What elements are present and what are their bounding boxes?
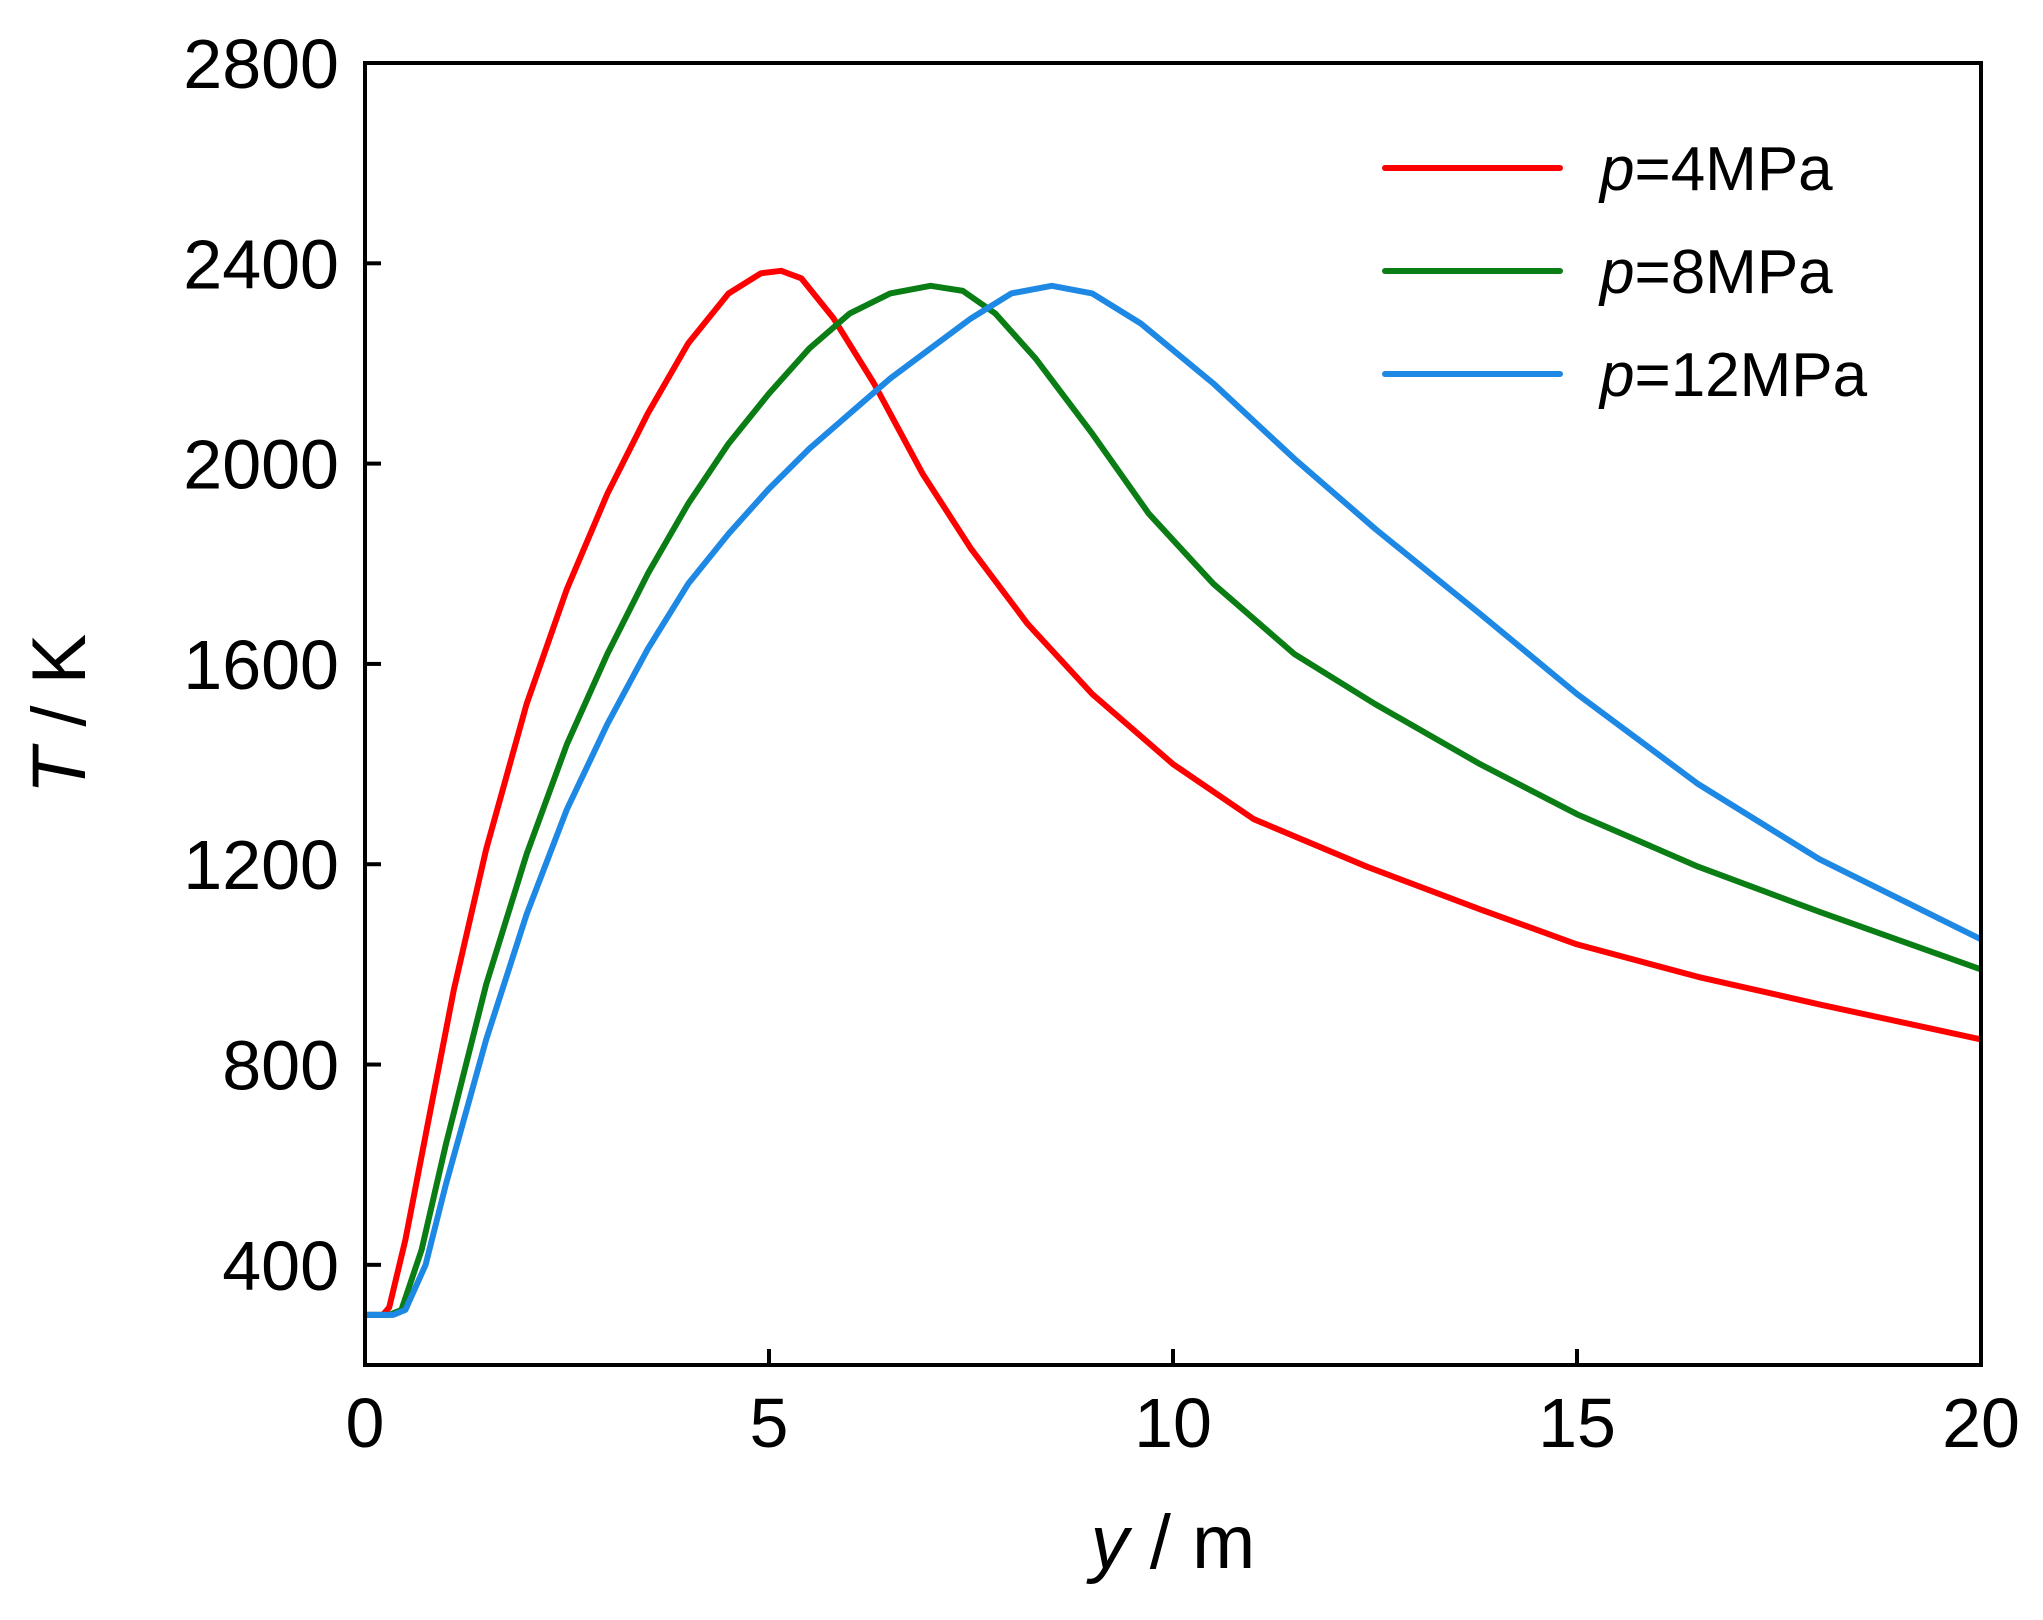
- legend-label-2: p=8MPa: [1598, 238, 1833, 307]
- axis-layer: 0 5 10 15 20 400 800 1200 1600 2000 2400 2800: [183, 25, 2020, 1462]
- y-tick-label: 2800: [183, 25, 339, 103]
- x-tick-label: 0: [346, 1384, 385, 1462]
- y-axis-title-unit: / K: [17, 634, 102, 748]
- series-line-3: [365, 282, 1981, 1318]
- legend-label-value: =12MPa: [1634, 341, 1867, 410]
- y-tick-label: 2000: [183, 426, 339, 504]
- series-line-1: [365, 267, 1981, 1318]
- y-tick-label: 1200: [183, 826, 339, 904]
- legend-label-value: =4MPa: [1634, 135, 1833, 204]
- y-tick-label: 400: [222, 1227, 339, 1305]
- x-tick-label: 20: [1942, 1384, 2020, 1462]
- series-line-2: [365, 282, 1981, 1318]
- y-axis-title-variable: T: [17, 743, 102, 794]
- y-tick-label: 800: [222, 1027, 339, 1105]
- y-tick-label: 2400: [183, 225, 339, 303]
- x-axis-title-unit: / m: [1129, 1500, 1256, 1585]
- x-tick-label: 15: [1538, 1384, 1616, 1462]
- x-tick-label: 10: [1134, 1384, 1212, 1462]
- series-layer: [365, 267, 1981, 1318]
- y-tick-label: 1600: [183, 626, 339, 704]
- x-axis-title: y / m: [1086, 1500, 1256, 1585]
- x-tick-label: 5: [750, 1384, 789, 1462]
- legend-label-value: =8MPa: [1634, 238, 1833, 307]
- legend-label-variable: p: [1598, 238, 1634, 307]
- legend-label-variable: p: [1598, 135, 1634, 204]
- legend-label-variable: p: [1598, 341, 1634, 410]
- legend-label-1: p=4MPa: [1598, 135, 1833, 204]
- legend-label-3: p=12MPa: [1598, 341, 1868, 410]
- y-axis-title: T / K: [17, 634, 102, 794]
- x-axis-title-variable: y: [1086, 1500, 1133, 1585]
